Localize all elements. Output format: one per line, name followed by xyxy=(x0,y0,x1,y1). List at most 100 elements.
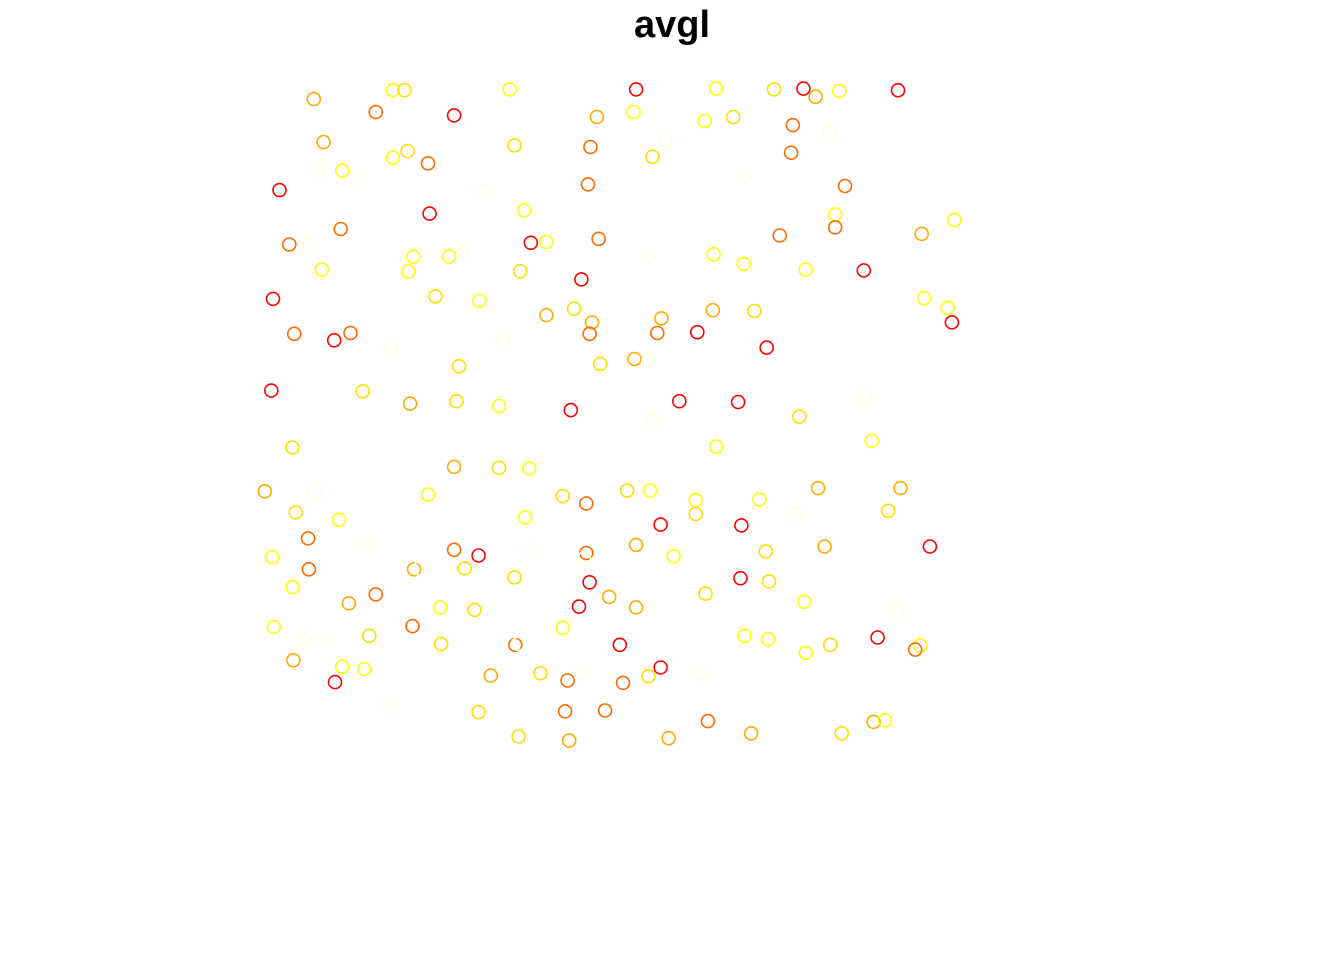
scatter-point-181 xyxy=(870,630,885,645)
scatter-point-138 xyxy=(471,548,486,563)
scatter-point-117 xyxy=(751,492,767,507)
scatter-point-26 xyxy=(658,133,673,148)
scatter-point-88 xyxy=(449,393,464,409)
scatter-point-49 xyxy=(405,249,421,264)
scatter-point-84 xyxy=(640,353,656,368)
scatter-point-109 xyxy=(517,509,533,525)
scatter-point-122 xyxy=(922,539,938,554)
scatter-point-189 xyxy=(700,713,716,729)
scatter-point-156 xyxy=(405,618,420,634)
scatter-point-158 xyxy=(555,620,571,636)
scatter-point-165 xyxy=(533,665,548,681)
scatter-point-118 xyxy=(787,506,803,522)
scatter-point-132 xyxy=(758,544,774,559)
scatter-point-149 xyxy=(432,600,448,615)
scatter-point-188 xyxy=(561,733,577,748)
scatter-point-142 xyxy=(411,561,427,576)
scatter-point-134 xyxy=(733,570,748,586)
scatter-point-21 xyxy=(420,156,436,171)
scatter-point-40 xyxy=(281,237,297,252)
scatter-point-97 xyxy=(864,433,880,449)
scatter-point-183 xyxy=(382,698,398,714)
scatter-point-190 xyxy=(661,730,677,746)
scatter-point-54 xyxy=(512,263,528,279)
scatter-point-120 xyxy=(880,503,896,519)
scatter-point-147 xyxy=(368,587,384,602)
scatter-point-177 xyxy=(760,631,776,647)
scatter-point-3 xyxy=(368,104,384,120)
scatter-point-59 xyxy=(798,262,814,277)
scatter-point-62 xyxy=(428,289,443,304)
scatter-point-191 xyxy=(743,725,759,741)
scatter-point-19 xyxy=(385,150,401,165)
scatter-point-139 xyxy=(582,574,597,590)
scatter-point-86 xyxy=(263,383,279,398)
scatter-point-108 xyxy=(420,487,436,502)
scatter-point-82 xyxy=(592,356,608,372)
scatter-point-74 xyxy=(326,332,342,348)
scatter-point-175 xyxy=(653,660,668,675)
scatter-point-100 xyxy=(491,460,507,476)
scatter-point-90 xyxy=(402,396,418,411)
scatter-point-127 xyxy=(525,543,540,558)
scatter-point-126 xyxy=(446,542,462,558)
scatter-point-115 xyxy=(688,492,704,508)
scatter-point-151 xyxy=(571,599,587,614)
scatter-point-6 xyxy=(628,82,644,97)
scatter-point-168 xyxy=(615,675,631,691)
scatter-point-57 xyxy=(706,246,721,262)
scatter-point-94 xyxy=(730,394,746,410)
scatter-point-173 xyxy=(560,673,575,688)
scatter-point-102 xyxy=(708,439,724,454)
scatter-point-141 xyxy=(285,579,300,595)
scatter-point-79 xyxy=(649,325,665,341)
scatter-point-85 xyxy=(451,358,467,374)
scatter-point-32 xyxy=(477,184,493,199)
scatter-point-136 xyxy=(406,561,422,577)
scatter-point-99 xyxy=(446,459,462,475)
scatter-point-114 xyxy=(653,517,668,532)
scatter-point-164 xyxy=(510,636,526,652)
scatter-point-155 xyxy=(361,628,377,644)
scatter-point-152 xyxy=(628,600,644,615)
scatter-point-124 xyxy=(300,531,316,546)
scatter-point-20 xyxy=(400,143,415,159)
chart-title: avgl xyxy=(633,4,711,46)
scatter-point-194 xyxy=(877,712,893,728)
scatter-point-186 xyxy=(557,704,573,719)
scatter-point-180 xyxy=(907,642,923,657)
scatter-point-67 xyxy=(654,311,669,326)
scatter-point-128 xyxy=(507,570,522,585)
scatter-point-154 xyxy=(318,632,334,648)
scatter-point-111 xyxy=(578,496,594,511)
scatter-point-71 xyxy=(940,300,956,316)
scatter-point-130 xyxy=(628,537,644,553)
scatter-point-70 xyxy=(916,290,932,306)
scatter-point-58 xyxy=(736,256,752,272)
scatter-point-8 xyxy=(766,82,782,97)
scatter-point-27 xyxy=(785,117,801,133)
scatter-point-106 xyxy=(331,512,347,528)
scatter-point-169 xyxy=(737,628,752,644)
scatter-point-93 xyxy=(671,393,687,409)
scatter-point-153 xyxy=(266,619,282,635)
scatter-point-43 xyxy=(538,234,554,250)
scatter-point-170 xyxy=(798,645,814,661)
scatter-point-163 xyxy=(327,674,343,690)
scatter-point-145 xyxy=(761,574,777,589)
scatter-point-48 xyxy=(946,212,962,228)
scatter-point-38 xyxy=(516,203,532,218)
scatter-point-16 xyxy=(783,145,799,160)
scatter-point-50 xyxy=(455,243,471,259)
scatter-point-10 xyxy=(808,89,823,104)
scatter-point-171 xyxy=(433,636,449,652)
scatter-point-60 xyxy=(856,263,872,278)
scatter-point-22 xyxy=(507,138,522,153)
scatter-point-83 xyxy=(627,351,642,367)
scatter-point-166 xyxy=(574,665,589,681)
scatter-point-125 xyxy=(357,536,373,552)
scatter-point-65 xyxy=(566,301,582,316)
scatter-point-172 xyxy=(483,668,499,683)
scatter-point-95 xyxy=(791,409,807,424)
scatter-point-14 xyxy=(697,113,712,129)
